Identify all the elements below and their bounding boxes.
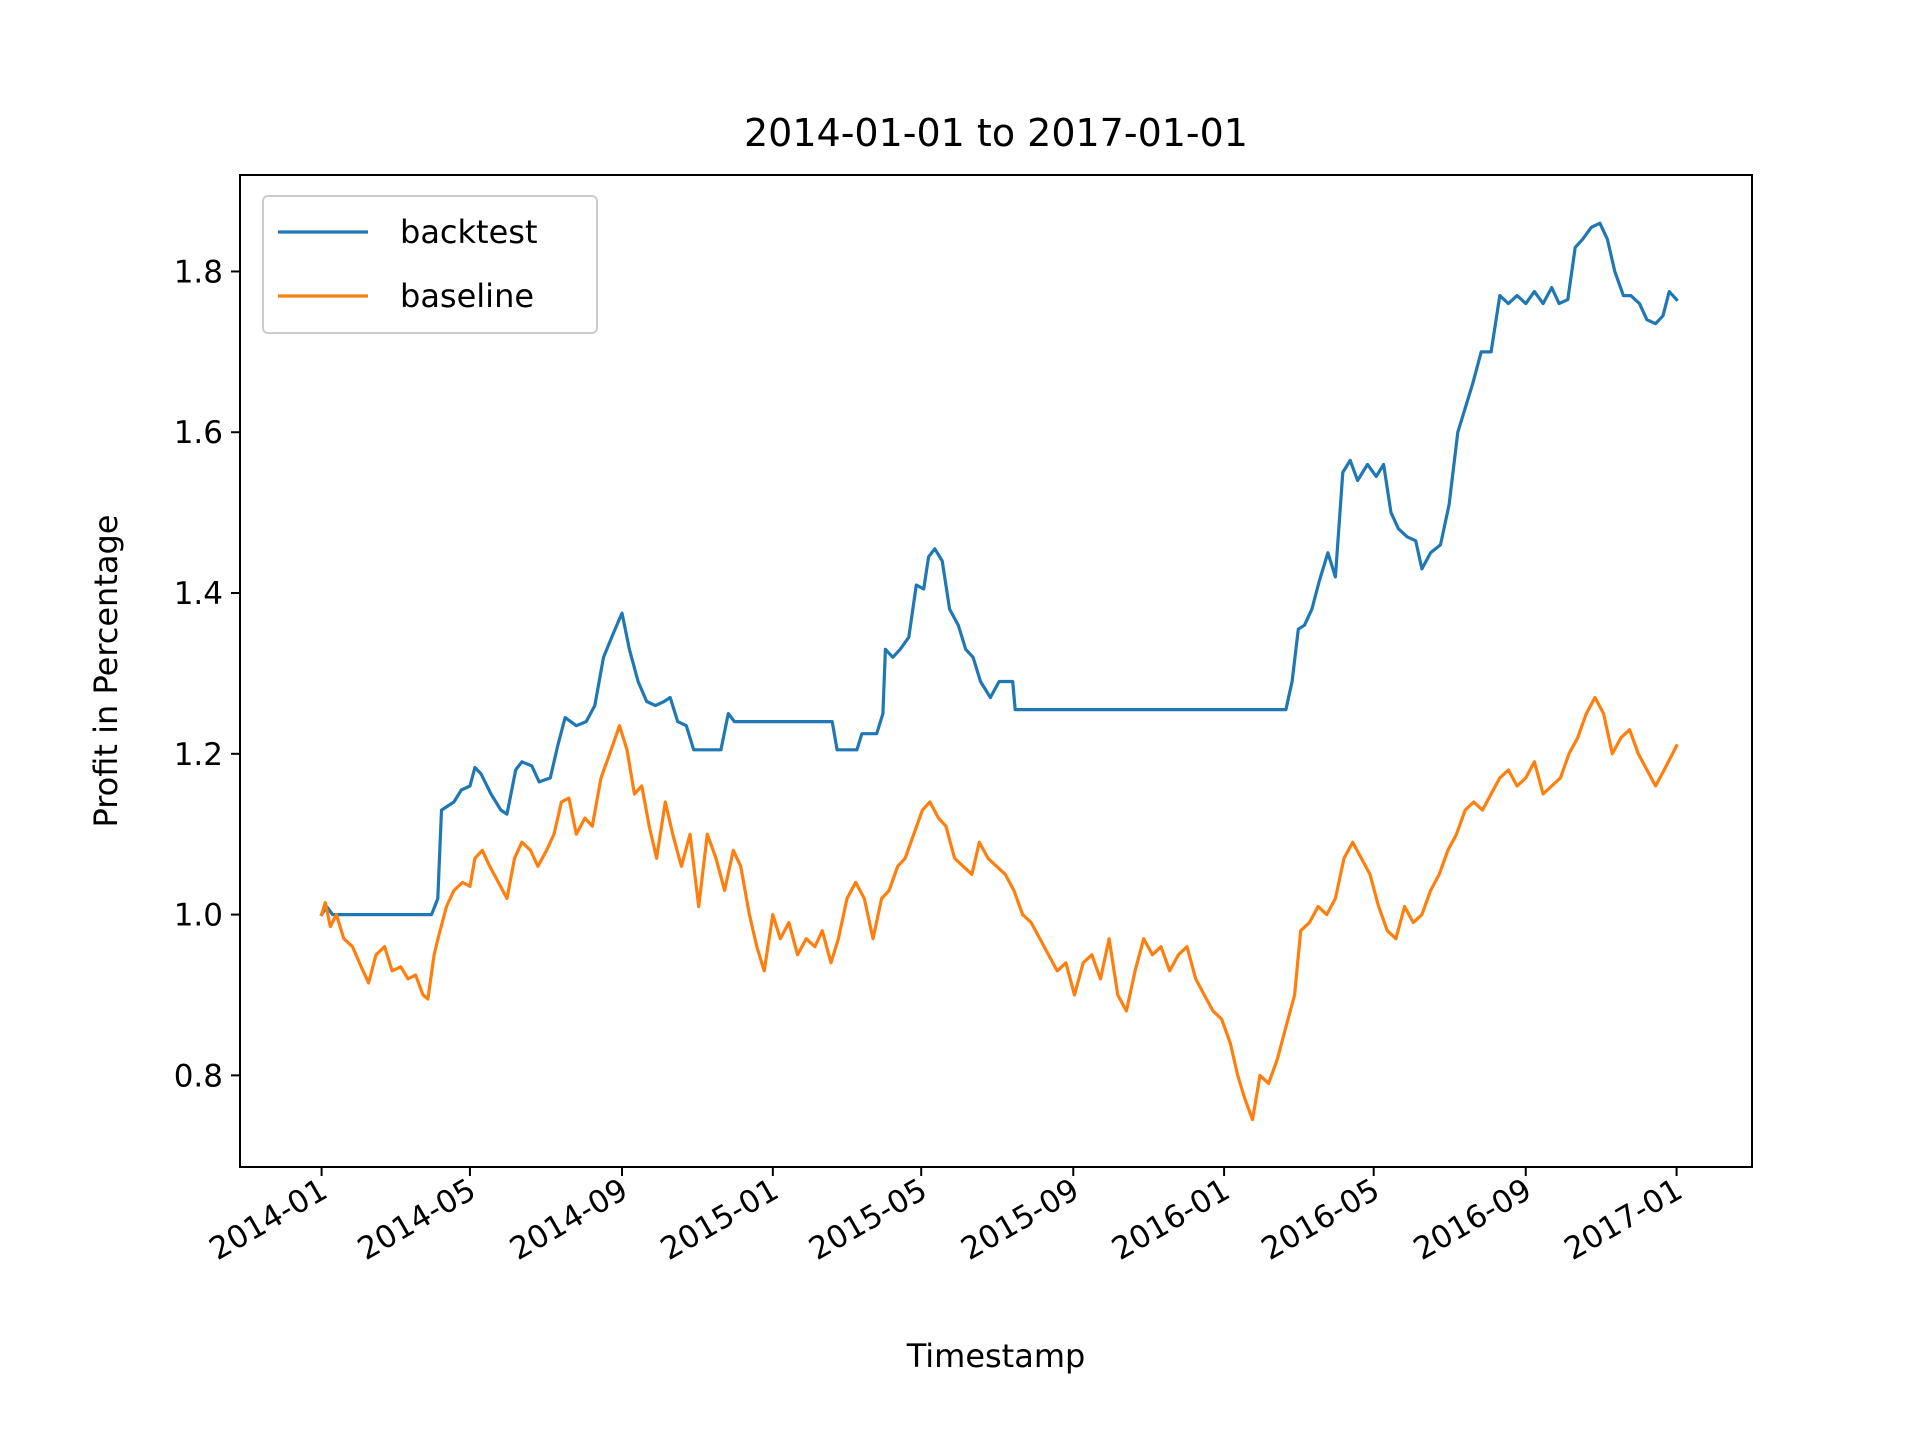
legend-label-backtest: backtest (400, 213, 538, 251)
legend-label-baseline: baseline (400, 277, 534, 315)
legend-box (262, 195, 598, 334)
series-layer (319, 221, 1679, 1122)
y-tick-label: 1.6 (174, 415, 223, 451)
series-line-baseline (319, 695, 1679, 1122)
chart-title: 2014-01-01 to 2017-01-01 (744, 111, 1248, 155)
series-line-backtest (319, 221, 1679, 917)
legend: backtest baseline (262, 195, 598, 334)
y-axis-label: Profit in Percentage (87, 515, 125, 828)
y-tick-label: 1.8 (174, 254, 223, 290)
y-tick-label: 1.2 (174, 737, 223, 773)
y-tick-label: 1.4 (174, 576, 223, 612)
legend-items: backtest baseline (278, 213, 538, 315)
plot-frame (239, 174, 1753, 1168)
y-axis: 0.8 1.0 1.2 1.4 1.6 1.8 (174, 254, 240, 1094)
x-axis-label: Timestamp (906, 1337, 1086, 1375)
y-tick-label: 1.0 (174, 898, 223, 934)
y-tick-label: 0.8 (174, 1058, 223, 1094)
